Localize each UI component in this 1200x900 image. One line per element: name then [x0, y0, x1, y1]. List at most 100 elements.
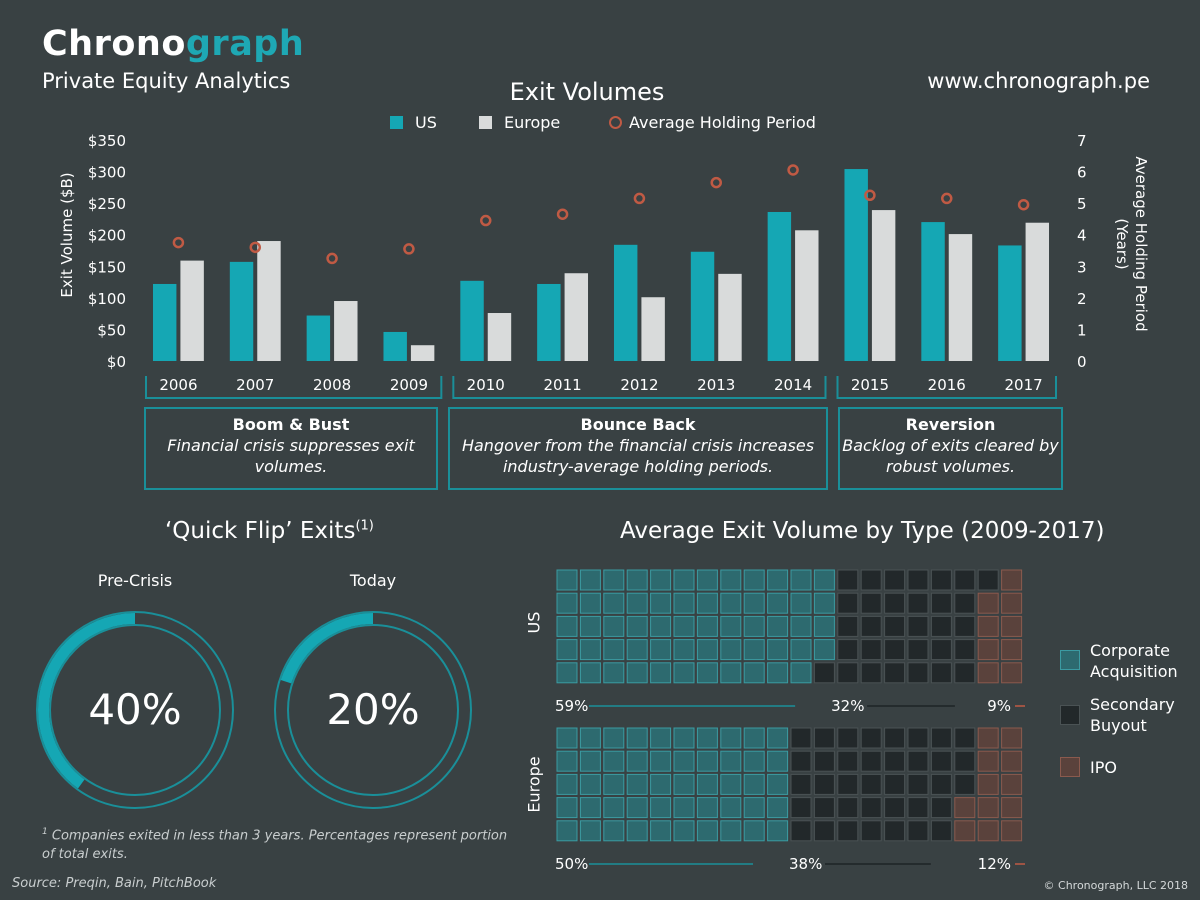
waffle-cell: [884, 615, 906, 637]
waffle-cell: [673, 569, 695, 591]
waffle-cell: [603, 592, 625, 614]
waffle-cell: [954, 569, 976, 591]
legend-holding-marker: [609, 116, 622, 129]
waffle-cell: [650, 773, 672, 795]
brand-logo: Chronograph: [42, 24, 304, 64]
x-tick-label: 2015: [851, 376, 889, 394]
waffle-cell: [930, 615, 952, 637]
waffle-cell: [837, 727, 859, 749]
bar-us: [152, 283, 177, 361]
waffle-cell: [860, 662, 882, 684]
waffle-cell: [743, 773, 765, 795]
waffle-cell: [837, 639, 859, 661]
waffle-cell: [907, 750, 929, 772]
waffle-cell: [790, 750, 812, 772]
waffle-cell: [884, 639, 906, 661]
waffle-cell: [860, 727, 882, 749]
waffle-cell: [907, 639, 929, 661]
waffle-cell: [813, 773, 835, 795]
donut-today-label: Today: [349, 571, 397, 590]
holding-period-point: [941, 192, 953, 205]
bar-europe: [180, 260, 204, 361]
waffle-cell: [720, 820, 742, 842]
legend-ipo-swatch: [1060, 757, 1080, 777]
waffle-cell: [977, 820, 999, 842]
holding-period-point: [403, 243, 415, 255]
waffle-cell: [579, 773, 601, 795]
waffle-cell: [743, 750, 765, 772]
brand-logo-part1: Chrono: [42, 24, 186, 64]
waffle-cell: [884, 592, 906, 614]
waffle-cell: [813, 569, 835, 591]
waffle-cell: [907, 727, 929, 749]
waffle-cell: [907, 615, 929, 637]
waffle-cell: [626, 662, 648, 684]
x-tick-label: 2006: [159, 376, 197, 394]
footnote-text: Companies exited in less than 3 years. P…: [42, 828, 508, 863]
waffle-cell: [837, 750, 859, 772]
x-tick-label: 2011: [543, 376, 581, 394]
waffle-cell: [813, 592, 835, 614]
y-tick-label: $200: [88, 227, 126, 245]
waffle-cell: [579, 820, 601, 842]
waffle-cell: [860, 615, 882, 637]
y-right-tick-label: 6: [1077, 164, 1087, 182]
period-bounce-back: Bounce Back Hangover from the financial …: [448, 407, 828, 490]
waffle-cell: [626, 820, 648, 842]
legend-us-label: US: [415, 113, 437, 132]
waffle-cell: [579, 639, 601, 661]
waffle-cell: [696, 569, 718, 591]
waffle-cell: [790, 592, 812, 614]
waffle-cell: [837, 615, 859, 637]
waffle-cell: [1001, 615, 1023, 637]
waffle-pct-corporate: 50%: [555, 855, 588, 873]
period-bracket: [145, 376, 443, 399]
waffle-cell: [1001, 592, 1023, 614]
waffle-cell: [556, 662, 578, 684]
y-axis-label: Exit Volume ($B): [58, 172, 76, 297]
waffle-cell: [1001, 569, 1023, 591]
waffle-cell: [603, 750, 625, 772]
bar-europe: [795, 230, 819, 361]
waffle-cell: [720, 569, 742, 591]
waffle-cell: [767, 820, 789, 842]
period-title: Bounce Back: [580, 415, 696, 434]
waffle-cell: [767, 797, 789, 819]
x-tick-label: 2007: [236, 376, 274, 394]
waffle-cell: [673, 727, 695, 749]
quick-flip-footnote-ref: (1): [355, 518, 374, 534]
waffle-cell: [579, 592, 601, 614]
waffle-cell: [579, 750, 601, 772]
waffle-pct-secondary: 32%: [831, 697, 864, 715]
waffle-cell: [813, 820, 835, 842]
legend-europe-swatch: [479, 116, 492, 129]
waffle-cell: [1001, 639, 1023, 661]
waffle-cell: [860, 592, 882, 614]
legend-corporate-swatch: [1060, 650, 1080, 670]
waffle-cell: [790, 615, 812, 637]
website-url: www.chronograph.pe: [927, 69, 1150, 93]
bar-us: [921, 222, 945, 361]
holding-period-point: [1017, 198, 1030, 211]
waffle-cell: [696, 662, 718, 684]
waffle-cell: [743, 662, 765, 684]
waffle-cell: [579, 569, 601, 591]
period-description: Hangover from the financial crisis incre…: [461, 436, 815, 476]
waffle-cell: [860, 639, 882, 661]
bar-europe: [564, 273, 589, 361]
waffle-cell: [790, 773, 812, 795]
y-tick-label: $300: [88, 164, 126, 182]
bar-europe: [718, 273, 742, 361]
waffle-cell: [743, 569, 765, 591]
waffle-cell: [837, 797, 859, 819]
waffle-cell: [767, 773, 789, 795]
waffle-cell: [954, 773, 976, 795]
waffle-cell: [790, 662, 812, 684]
waffle-cell: [556, 569, 578, 591]
y-right-tick-label: 1: [1077, 321, 1087, 339]
waffle-cell: [954, 639, 976, 661]
holding-period-point: [326, 252, 338, 265]
waffle-cell: [696, 773, 718, 795]
waffle-cell: [790, 797, 812, 819]
waffle-cell: [954, 615, 976, 637]
